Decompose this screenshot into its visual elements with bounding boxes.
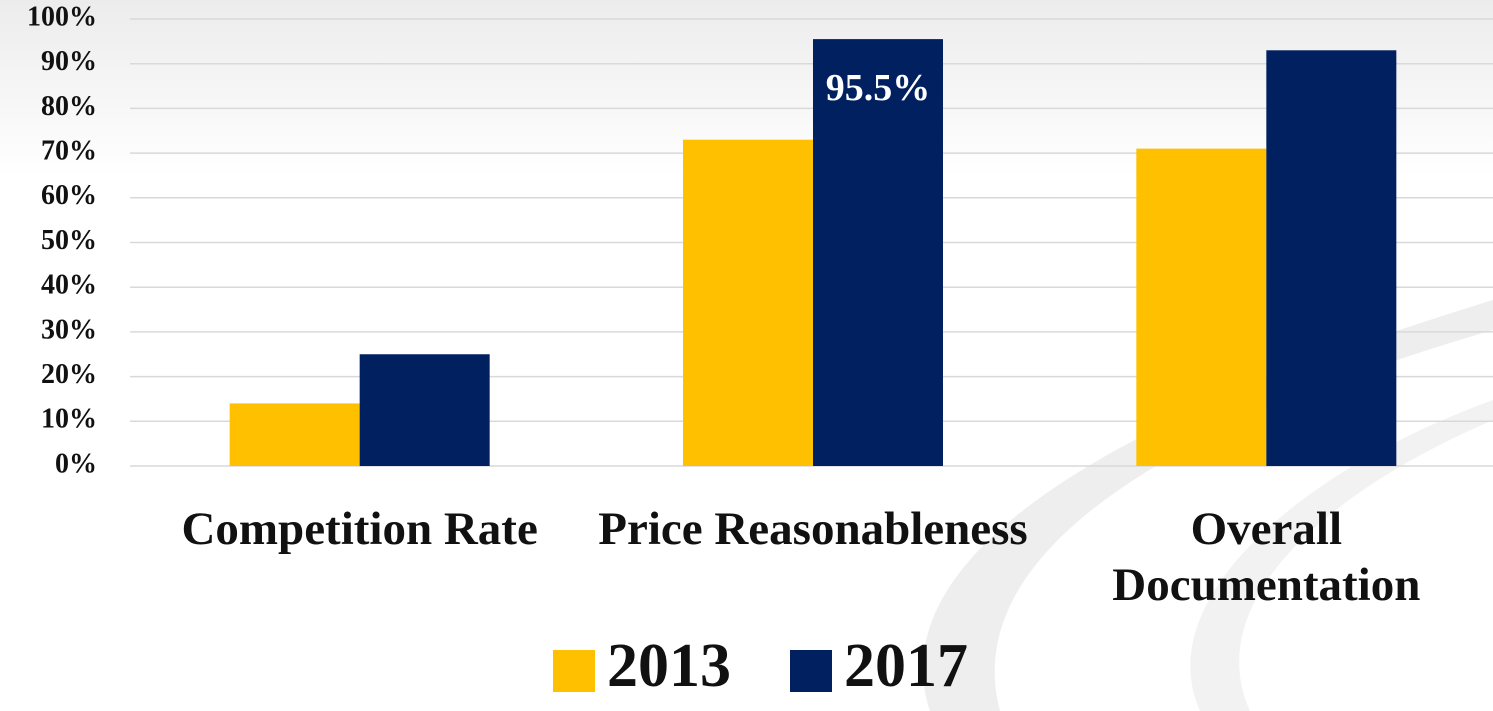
y-tick-label: 20% <box>41 359 97 390</box>
legend-label: 2013 <box>607 632 731 700</box>
bar <box>813 39 943 467</box>
bar <box>683 139 813 466</box>
x-tick-label: Competition Rate <box>181 503 538 555</box>
y-tick-label: 70% <box>41 136 97 167</box>
bar <box>1136 148 1267 466</box>
y-tick-label: 100% <box>27 1 97 32</box>
legend-swatch <box>790 650 832 692</box>
bar <box>229 403 360 466</box>
legend-swatch <box>553 650 595 692</box>
x-tick-label: Price Reasonableness <box>598 503 1028 555</box>
y-tick-label: 60% <box>41 180 97 211</box>
data-label: 95.5% <box>826 67 931 109</box>
bar <box>359 354 490 466</box>
legend-label: 2017 <box>844 632 968 700</box>
y-tick-label: 90% <box>41 46 97 77</box>
y-tick-label: 80% <box>41 91 97 122</box>
y-tick-label: 50% <box>41 225 97 256</box>
y-tick-label: 10% <box>41 404 97 435</box>
decoration <box>922 300 1493 711</box>
decoration <box>1190 400 1493 711</box>
bar <box>1266 50 1397 466</box>
y-tick-label: 40% <box>41 270 97 301</box>
y-tick-label: 30% <box>41 314 97 345</box>
y-tick-label: 0% <box>55 448 97 479</box>
x-tick-label: Overall Documentation <box>1112 503 1421 611</box>
